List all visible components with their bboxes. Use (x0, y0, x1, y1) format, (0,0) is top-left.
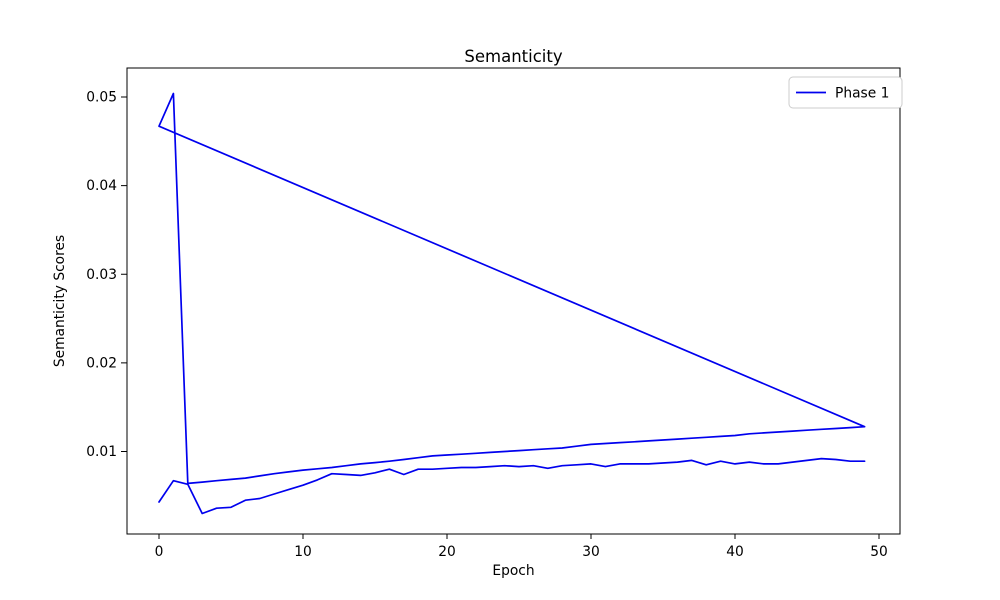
axes-spines (126, 67, 901, 535)
x-tick-label: 30 (582, 544, 600, 560)
x-axis-label: Epoch (492, 563, 534, 579)
x-tick-label: 40 (726, 544, 744, 560)
chart-title: Semanticity (464, 47, 562, 66)
y-axis-label: Semanticity Scores (52, 235, 68, 367)
plot-area: 0 10 20 30 40 50 0.01 0.02 0.03 0.04 0.05 (86, 67, 901, 560)
x-tick-label: 50 (870, 544, 888, 560)
x-tick-label: 0 (155, 544, 164, 560)
legend-frame (788, 76, 903, 109)
y-tick-label: 0.01 (86, 444, 117, 460)
series-loop-trace (158, 92, 866, 485)
legend: Phase 1 (788, 76, 903, 109)
y-tick-label: 0.03 (86, 267, 117, 283)
legend-label: Phase 1 (835, 86, 889, 102)
series-noisy-run (158, 457, 866, 515)
y-tick-label: 0.05 (86, 90, 117, 106)
y-tick-label: 0.04 (86, 178, 117, 194)
y-tick-label: 0.02 (86, 355, 117, 371)
x-tick-label: 20 (438, 544, 456, 560)
x-tick-label: 10 (294, 544, 312, 560)
